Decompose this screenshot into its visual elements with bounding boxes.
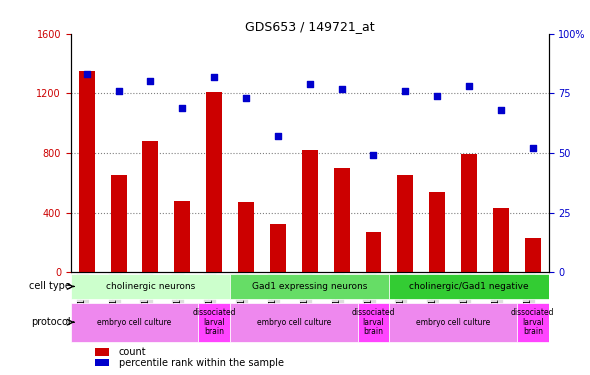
- Point: [337, 86, 346, 92]
- Bar: [525, 238, 540, 272]
- Bar: [366, 232, 382, 272]
- Title: GDS653 / 149721_at: GDS653 / 149721_at: [245, 20, 375, 33]
- Text: cell type: cell type: [29, 282, 71, 291]
- Point: [401, 88, 410, 94]
- Point: [209, 74, 219, 80]
- Bar: [143, 141, 158, 272]
- FancyBboxPatch shape: [517, 303, 549, 342]
- Point: [369, 152, 378, 158]
- Text: cholinergic/Gad1 negative: cholinergic/Gad1 negative: [409, 282, 529, 291]
- Point: [273, 133, 283, 139]
- Bar: [398, 175, 414, 272]
- FancyBboxPatch shape: [358, 303, 389, 342]
- Point: [432, 93, 442, 99]
- FancyBboxPatch shape: [198, 303, 230, 342]
- Bar: [238, 202, 254, 272]
- Bar: [94, 348, 109, 355]
- Text: dissociated
larval
brain: dissociated larval brain: [511, 308, 555, 336]
- FancyBboxPatch shape: [230, 274, 389, 299]
- Point: [146, 78, 155, 84]
- FancyBboxPatch shape: [230, 303, 358, 342]
- Bar: [493, 208, 509, 272]
- Point: [464, 83, 474, 89]
- Text: Gad1 expressing neurons: Gad1 expressing neurons: [252, 282, 368, 291]
- Text: dissociated
larval
brain: dissociated larval brain: [192, 308, 236, 336]
- Bar: [79, 71, 94, 272]
- Text: embryo cell culture: embryo cell culture: [97, 318, 172, 327]
- Text: cholinergic neurons: cholinergic neurons: [106, 282, 195, 291]
- Text: percentile rank within the sample: percentile rank within the sample: [119, 358, 284, 368]
- Bar: [206, 92, 222, 272]
- FancyBboxPatch shape: [71, 303, 198, 342]
- Text: protocol: protocol: [31, 317, 71, 327]
- Bar: [175, 201, 191, 272]
- Text: dissociated
larval
brain: dissociated larval brain: [352, 308, 395, 336]
- Point: [114, 88, 123, 94]
- Bar: [461, 154, 477, 272]
- Point: [82, 71, 91, 77]
- Text: count: count: [119, 347, 146, 357]
- Bar: [94, 359, 109, 366]
- Bar: [270, 225, 286, 272]
- FancyBboxPatch shape: [389, 274, 549, 299]
- Point: [305, 81, 314, 87]
- Text: embryo cell culture: embryo cell culture: [416, 318, 490, 327]
- Point: [528, 145, 537, 151]
- Point: [178, 105, 187, 111]
- Text: embryo cell culture: embryo cell culture: [257, 318, 331, 327]
- Point: [496, 107, 506, 113]
- Bar: [111, 175, 126, 272]
- Bar: [334, 168, 349, 272]
- FancyBboxPatch shape: [389, 303, 517, 342]
- Point: [241, 95, 251, 101]
- FancyBboxPatch shape: [71, 274, 230, 299]
- Bar: [430, 192, 445, 272]
- Bar: [302, 150, 318, 272]
